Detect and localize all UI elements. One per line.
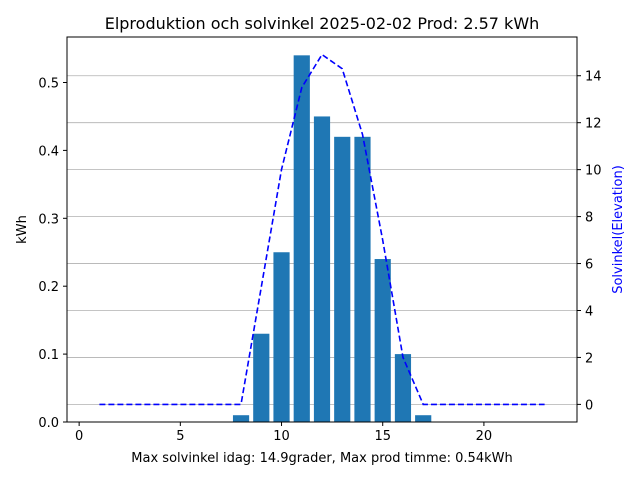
x-tick-label: 0 xyxy=(75,429,83,444)
bar xyxy=(273,252,290,422)
plot-frame xyxy=(66,36,578,423)
y2-tick-label: 12 xyxy=(585,117,602,132)
x-tick-label: 15 xyxy=(374,429,391,444)
y2-tick-label: 14 xyxy=(585,70,602,85)
y-tick-label: 0.3 xyxy=(38,212,59,227)
y2-tick-label: 2 xyxy=(585,351,593,366)
bar xyxy=(394,354,412,422)
y-axis-ticks: 0.0 0.1 0.2 0.3 0.4 0.5 xyxy=(38,76,67,431)
bar xyxy=(232,415,250,422)
y-tick-label: 0.5 xyxy=(38,76,59,91)
y-tick-label: 0.4 xyxy=(38,144,59,159)
y2-tick-label: 0 xyxy=(585,398,593,413)
bar xyxy=(293,55,310,422)
y-tick-label: 0.1 xyxy=(38,348,59,363)
elevation-polyline xyxy=(99,53,545,406)
bar xyxy=(313,116,331,422)
y-axis-label: kWh xyxy=(15,215,30,244)
y-tick-label: 0.2 xyxy=(38,280,59,295)
y2-tick-label: 8 xyxy=(585,211,593,226)
elevation-line xyxy=(99,53,545,406)
bar xyxy=(334,136,351,422)
x-axis-ticks: 0 5 10 15 20 xyxy=(75,422,492,444)
y2-tick-label: 6 xyxy=(585,258,593,273)
y2-axis-ticks: 0 2 4 6 8 10 12 14 xyxy=(577,70,602,413)
bar xyxy=(415,415,432,422)
y2-tick-label: 10 xyxy=(585,164,602,179)
chart-title: Elproduktion och solvinkel 2025-02-02 Pr… xyxy=(105,14,540,33)
bar xyxy=(374,259,391,422)
y2-tick-label: 4 xyxy=(585,304,593,319)
x-tick-label: 10 xyxy=(273,429,290,444)
y2-axis-label: Solvinkel(Elevation) xyxy=(611,165,626,294)
y-tick-label: 0.0 xyxy=(38,416,59,431)
bar xyxy=(354,136,371,422)
x-axis-label: Max solvinkel idag: 14.9grader, Max prod… xyxy=(131,451,512,466)
x-tick-label: 20 xyxy=(476,429,493,444)
bar xyxy=(253,333,270,422)
bars xyxy=(232,55,432,422)
x-tick-label: 5 xyxy=(176,429,184,444)
